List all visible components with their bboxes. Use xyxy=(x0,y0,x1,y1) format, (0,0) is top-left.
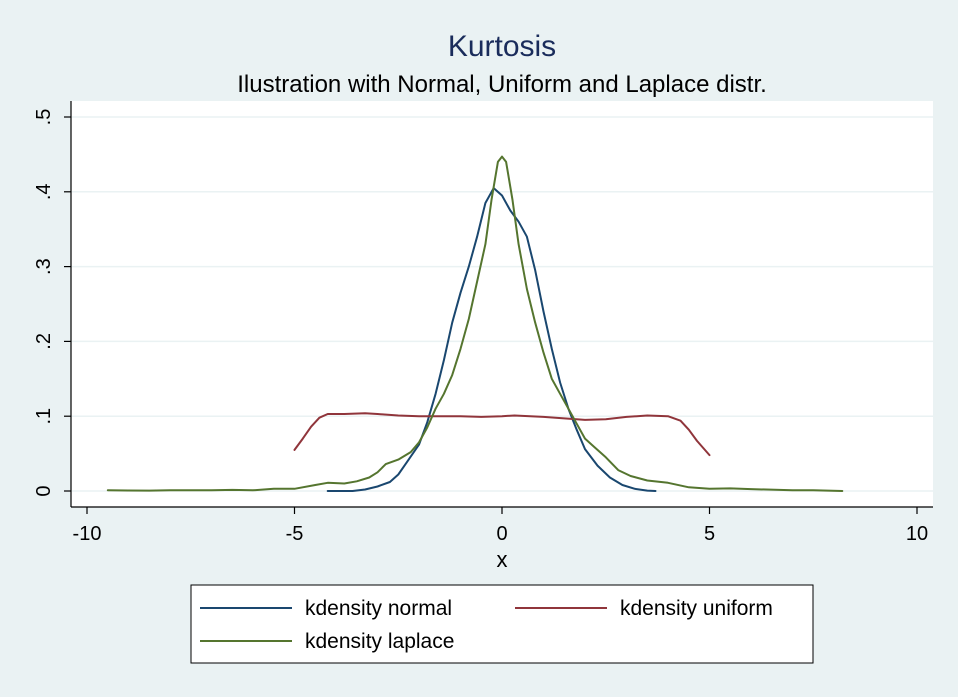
x-tick-label-2: 0 xyxy=(496,523,507,545)
series-line-kdensity-laplace xyxy=(106,155,844,492)
legend-label-2: kdensity laplace xyxy=(305,630,454,653)
plot-area xyxy=(71,101,933,507)
chart-subtitle: Ilustration with Normal, Uniform and Lap… xyxy=(237,71,767,98)
series-line-kdensity-uniform xyxy=(293,412,711,457)
x-tick-label-3: 5 xyxy=(704,523,715,545)
legend-items: kdensity normal kdensity uniform kdensity … xyxy=(200,597,773,653)
legend-label-0: kdensity normal xyxy=(305,597,452,620)
legend-box xyxy=(190,584,814,664)
y-ticks: 0 .1 .2 .3 .4 .5 xyxy=(33,109,71,497)
x-tick-label-4: 10 xyxy=(906,523,928,545)
y-tick-label-2: .2 xyxy=(33,333,55,350)
y-tick-label-1: .1 xyxy=(33,408,55,425)
y-tick-label-4: .4 xyxy=(33,183,55,200)
chart-title: Kurtosis xyxy=(448,30,556,63)
series-group xyxy=(106,155,844,492)
legend-label-1: kdensity uniform xyxy=(620,597,773,620)
x-ticks: -10 -5 0 5 10 xyxy=(73,507,928,545)
legend: kdensity normal kdensity uniform kdensity … xyxy=(190,584,814,664)
y-tick-label-0: 0 xyxy=(33,485,55,496)
x-tick-label-1: -5 xyxy=(286,523,304,545)
x-tick-label-0: -10 xyxy=(73,523,102,545)
series-line-kdensity-normal xyxy=(326,187,657,492)
y-tick-label-5: .5 xyxy=(33,109,55,126)
y-tick-label-3: .3 xyxy=(33,258,55,275)
x-axis-title: x xyxy=(497,547,508,572)
